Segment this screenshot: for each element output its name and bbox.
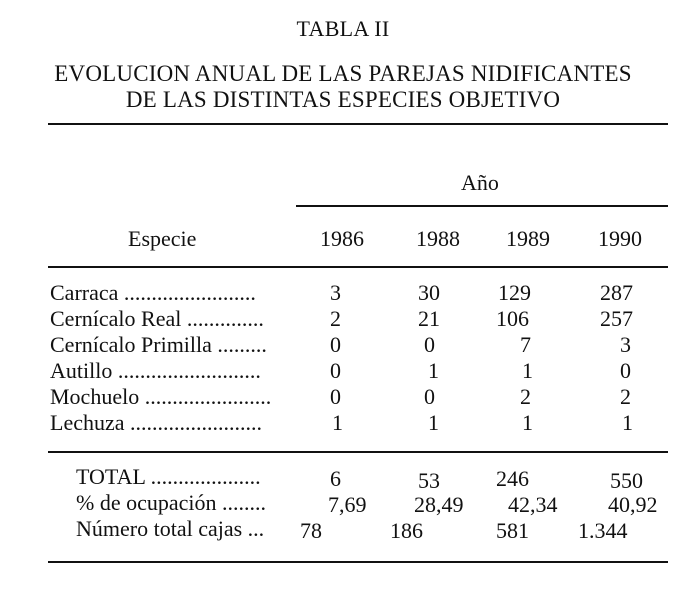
row-label: Lechuza ........................ [50,410,262,435]
row-label: Autillo .......................... [50,358,261,383]
cell-value: 30 [418,280,440,305]
cell-value: 287 [600,280,633,305]
row-label: Cernícalo Real .............. [50,306,264,331]
cell-value: 21 [418,306,440,331]
cell-value: 129 [498,280,531,305]
cell-value: 28,49 [414,492,464,517]
cell-value: 6 [330,466,341,491]
cell-value: 246 [496,466,529,491]
cell-value: 3 [620,332,631,357]
year-group-header: Año [461,170,499,195]
row-label: TOTAL .................... [76,464,261,489]
top-rule [48,123,668,125]
cell-value: 1 [622,410,633,435]
year-header-1990: 1990 [598,226,642,251]
cell-value: 1 [332,410,343,435]
bottom-rule [48,561,668,563]
cell-value: 2 [520,384,531,409]
cell-value: 1 [522,358,533,383]
row-label: Número total cajas ... [76,516,265,541]
cell-value: 1 [428,358,439,383]
cell-value: 0 [620,358,631,383]
cell-value: 1.344 [578,518,628,543]
cell-value: 550 [610,468,643,493]
year-header-1988: 1988 [416,226,460,251]
cell-value: 106 [496,306,529,331]
cell-value: 581 [496,518,529,543]
subtotal-rule [48,451,668,453]
row-label: % de ocupación ........ [76,490,266,515]
cell-value: 7,69 [328,492,367,517]
header-rule [48,266,668,268]
year-header-1989: 1989 [506,226,550,251]
cell-value: 2 [330,306,341,331]
table-caption: TABLA II [296,16,390,41]
cell-value: 1 [428,410,439,435]
cell-value: 3 [330,280,341,305]
cell-value: 0 [424,332,435,357]
cell-value: 2 [620,384,631,409]
row-label: Mochuelo ....................... [50,384,272,409]
cell-value: 186 [390,518,423,543]
cell-value: 42,34 [508,492,558,517]
cell-value: 257 [600,306,633,331]
table-title-line-2: DE LAS DISTINTAS ESPECIES OBJETIVO [125,87,561,112]
cell-value: 0 [330,384,341,409]
year-group-rule [296,205,668,207]
cell-value: 0 [330,358,341,383]
cell-value: 0 [330,332,341,357]
row-label: Carraca ........................ [50,280,256,305]
year-header-1986: 1986 [320,226,364,251]
cell-value: 40,92 [608,492,658,517]
cell-value: 78 [300,518,322,543]
species-column-header: Especie [128,226,197,251]
table-title-line-1: EVOLUCION ANUAL DE LAS PAREJAS NIDIFICAN… [54,61,632,86]
cell-value: 53 [418,468,440,493]
cell-value: 7 [520,332,531,357]
cell-value: 0 [424,384,435,409]
cell-value: 1 [522,410,533,435]
row-label: Cernícalo Primilla ......... [50,332,267,357]
